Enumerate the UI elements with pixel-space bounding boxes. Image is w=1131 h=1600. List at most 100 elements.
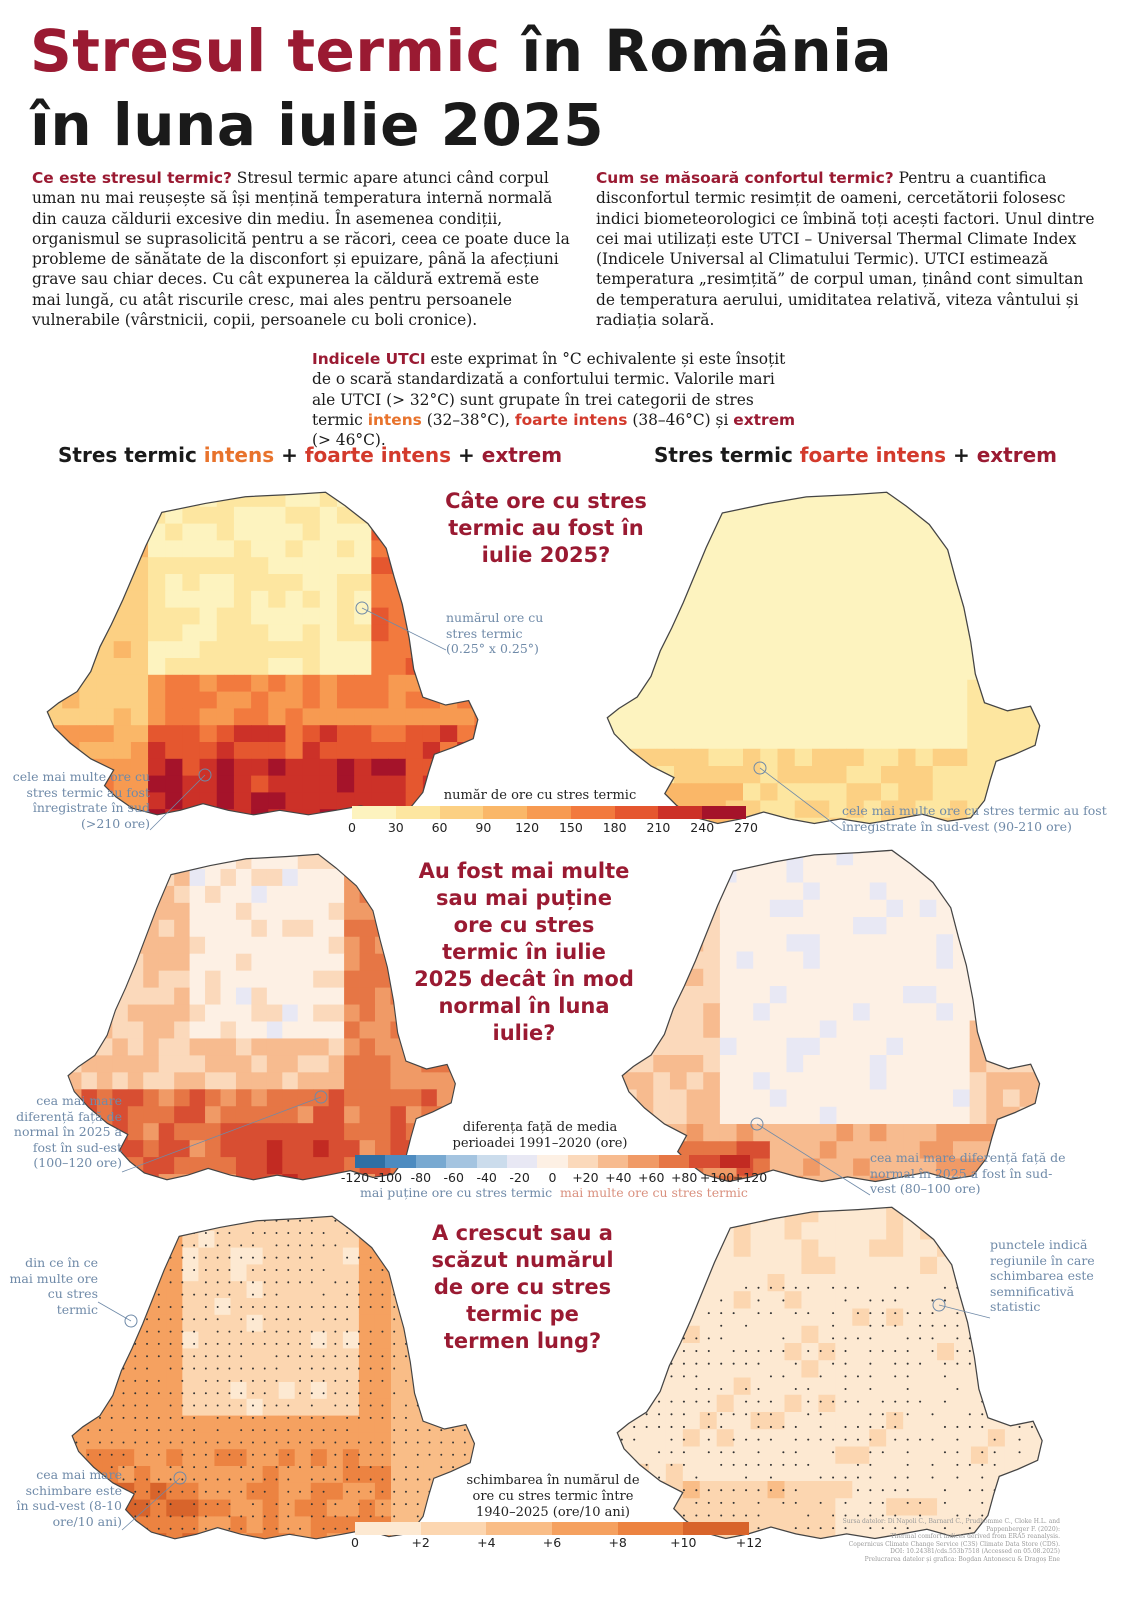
- significance-dot: [216, 1268, 219, 1272]
- map-grid-cell: [937, 1343, 955, 1361]
- map-grid-cell: [302, 607, 321, 625]
- map-grid-cell: [1019, 1089, 1037, 1108]
- map-grid-cell: [182, 1314, 199, 1333]
- map-grid-cell: [803, 1055, 821, 1073]
- map-grid-cell: [391, 1247, 408, 1265]
- significance-dot: [357, 1281, 360, 1284]
- map-grid-cell: [405, 540, 424, 558]
- map-grid-cell: [617, 1394, 633, 1413]
- map-grid-cell: [835, 1239, 853, 1258]
- map-grid-cell: [622, 628, 640, 646]
- map-grid-cell: [235, 919, 252, 938]
- map-grid-cell: [246, 1533, 264, 1539]
- significance-dot: [1006, 1476, 1009, 1479]
- significance-dot: [463, 1392, 466, 1395]
- map-grid-cell: [262, 1466, 280, 1484]
- significance-dot: [894, 1476, 897, 1479]
- significance-dot: [157, 1256, 160, 1259]
- map-grid-cell: [81, 1055, 98, 1073]
- significance-dot: [228, 1256, 231, 1259]
- map-grid-cell: [936, 1141, 954, 1159]
- map-grid-cell: [150, 1264, 167, 1282]
- significance-dot: [819, 1413, 822, 1416]
- map-grid-cell: [812, 731, 830, 750]
- map-grid-cell: [920, 1207, 938, 1223]
- significance-dot: [428, 1441, 431, 1444]
- map-grid-cell: [319, 725, 338, 743]
- significance-dot: [416, 1330, 419, 1333]
- map-grid-cell: [919, 1072, 937, 1090]
- significance-dot: [216, 1453, 219, 1456]
- map-grid-cell: [886, 1239, 904, 1258]
- map-grid-cell: [691, 593, 709, 612]
- significance-dot: [707, 1451, 710, 1454]
- significance-dot: [757, 1350, 760, 1353]
- significance-dot: [794, 1438, 797, 1441]
- significance-dot: [134, 1379, 137, 1382]
- map-grid-cell: [62, 708, 80, 726]
- map-grid-cell: [127, 970, 144, 989]
- map-grid-cell: [405, 492, 424, 508]
- map-grid-cell: [920, 1498, 938, 1516]
- map-grid-cell: [937, 1463, 955, 1482]
- significance-dot: [122, 1515, 125, 1518]
- map-grid-cell: [703, 899, 721, 918]
- map-grid-cell: [1001, 645, 1020, 663]
- significance-dot: [275, 1527, 278, 1530]
- map-grid-cell: [216, 674, 235, 693]
- significance-dot: [682, 1324, 685, 1327]
- map-grid-cell: [112, 885, 129, 904]
- map-grid-cell: [336, 624, 355, 642]
- map-grid-cell: [829, 679, 847, 698]
- map-grid-cell: [801, 1532, 819, 1539]
- map-grid-cell: [665, 1429, 684, 1447]
- map-grid-cell: [302, 792, 321, 810]
- significance-dot: [299, 1367, 302, 1370]
- map-grid-cell: [405, 523, 424, 541]
- map-grid-cell: [150, 1314, 167, 1333]
- map-grid-cell: [233, 674, 252, 693]
- map-grid-cell: [812, 697, 830, 715]
- map-grid-cell: [852, 1343, 870, 1361]
- map-grid-cell: [182, 1216, 199, 1232]
- significance-dot: [357, 1305, 360, 1308]
- significance-dot: [732, 1514, 735, 1517]
- significance-dot: [122, 1232, 125, 1235]
- map-grid-cell: [102, 1230, 119, 1249]
- significance-dot: [463, 1416, 466, 1419]
- significance-dot: [75, 1416, 78, 1419]
- map-grid-cell: [1001, 783, 1020, 801]
- significance-dot: [322, 1330, 325, 1333]
- significance-dot: [393, 1355, 396, 1358]
- significance-dot: [240, 1515, 243, 1518]
- map-grid-cell: [836, 934, 854, 952]
- significance-dot: [405, 1429, 407, 1432]
- significance-dot: [440, 1478, 443, 1481]
- significance-dot: [346, 1441, 349, 1444]
- map-grid-cell: [439, 1365, 456, 1383]
- significance-dot: [807, 1350, 810, 1353]
- map-grid-cell: [631, 1343, 650, 1361]
- map-grid-cell: [819, 1037, 837, 1056]
- map-grid-cell: [631, 1360, 650, 1378]
- map-grid-cell: [656, 748, 675, 767]
- significance-dot: [169, 1515, 172, 1518]
- significance-dot: [122, 1503, 125, 1506]
- map-grid-cell: [390, 1123, 407, 1141]
- map-grid-cell: [1002, 1055, 1021, 1073]
- map-grid-cell: [47, 742, 63, 760]
- col-right-foarte: foarte intens: [799, 443, 947, 467]
- note-southwest-max: cele mai multe ore cu stres termic au fo…: [842, 803, 1107, 834]
- map-grid-cell: [294, 1365, 312, 1383]
- map-grid-cell: [803, 1072, 821, 1090]
- map-grid-cell: [699, 1394, 718, 1413]
- map-grid-cell: [869, 1037, 887, 1056]
- map-grid-cell: [233, 809, 252, 815]
- map-grid-cell: [954, 1325, 972, 1344]
- significance-dot: [98, 1441, 101, 1444]
- significance-dot: [287, 1355, 290, 1358]
- map-grid-cell: [786, 1055, 804, 1073]
- significance-dot: [181, 1392, 184, 1395]
- map-grid-cell: [631, 1394, 650, 1413]
- map-grid-cell: [81, 1174, 98, 1180]
